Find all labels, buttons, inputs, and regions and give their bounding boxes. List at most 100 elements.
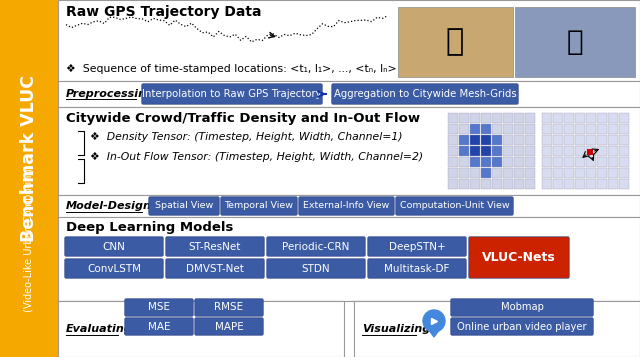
Text: Online urban video player: Online urban video player [457,322,587,332]
FancyBboxPatch shape [586,135,596,145]
FancyBboxPatch shape [470,168,480,178]
FancyBboxPatch shape [448,113,458,123]
FancyBboxPatch shape [525,124,535,134]
FancyBboxPatch shape [619,113,629,123]
FancyBboxPatch shape [492,157,502,167]
FancyBboxPatch shape [459,168,469,178]
Text: CNN: CNN [102,241,125,251]
Text: Spatial View: Spatial View [155,201,213,211]
Text: Temporal View: Temporal View [225,201,294,211]
FancyBboxPatch shape [553,168,563,178]
FancyBboxPatch shape [564,135,574,145]
FancyBboxPatch shape [597,135,607,145]
FancyBboxPatch shape [608,157,618,167]
FancyBboxPatch shape [368,237,466,256]
FancyBboxPatch shape [468,237,569,278]
FancyBboxPatch shape [586,113,596,123]
FancyBboxPatch shape [492,179,502,189]
FancyBboxPatch shape [525,135,535,145]
FancyBboxPatch shape [58,107,640,195]
FancyBboxPatch shape [564,179,574,189]
Text: Visualizing: Visualizing [362,324,430,334]
FancyBboxPatch shape [514,113,524,123]
FancyBboxPatch shape [608,124,618,134]
FancyBboxPatch shape [575,179,585,189]
Text: DMVST-Net: DMVST-Net [186,263,244,273]
Text: Evaluating: Evaluating [66,324,132,334]
FancyBboxPatch shape [65,237,163,256]
FancyBboxPatch shape [448,157,458,167]
Text: Aggregation to Citywide Mesh-Grids: Aggregation to Citywide Mesh-Grids [333,89,516,99]
Text: Multitask-DF: Multitask-DF [384,263,450,273]
FancyBboxPatch shape [451,318,593,335]
FancyBboxPatch shape [459,157,469,167]
FancyBboxPatch shape [619,135,629,145]
FancyBboxPatch shape [525,168,535,178]
FancyBboxPatch shape [166,259,264,278]
FancyBboxPatch shape [525,179,535,189]
FancyBboxPatch shape [492,124,502,134]
Text: Deep Learning Models: Deep Learning Models [66,221,234,234]
FancyBboxPatch shape [553,135,563,145]
Text: 📱: 📱 [566,28,583,56]
FancyBboxPatch shape [503,179,513,189]
FancyBboxPatch shape [267,259,365,278]
FancyBboxPatch shape [459,179,469,189]
Text: Model-Designing: Model-Designing [66,201,172,211]
FancyBboxPatch shape [58,301,640,357]
FancyBboxPatch shape [459,146,469,156]
Text: Computation-Unit View: Computation-Unit View [400,201,509,211]
FancyBboxPatch shape [448,168,458,178]
FancyBboxPatch shape [575,113,585,123]
Text: Interpolation to Raw GPS Trajectory: Interpolation to Raw GPS Trajectory [142,89,322,99]
FancyBboxPatch shape [492,135,502,145]
FancyBboxPatch shape [58,195,640,217]
FancyBboxPatch shape [149,197,219,215]
FancyBboxPatch shape [553,179,563,189]
FancyBboxPatch shape [459,113,469,123]
FancyBboxPatch shape [586,179,596,189]
FancyBboxPatch shape [514,146,524,156]
FancyBboxPatch shape [481,135,491,145]
FancyBboxPatch shape [470,179,480,189]
Text: MAPE: MAPE [214,322,243,332]
FancyBboxPatch shape [514,168,524,178]
Text: MAE: MAE [148,322,170,332]
FancyBboxPatch shape [0,0,58,357]
FancyBboxPatch shape [514,157,524,167]
FancyBboxPatch shape [299,197,394,215]
FancyBboxPatch shape [597,168,607,178]
FancyBboxPatch shape [564,168,574,178]
FancyBboxPatch shape [514,124,524,134]
FancyBboxPatch shape [542,179,552,189]
FancyBboxPatch shape [553,146,563,156]
FancyBboxPatch shape [586,168,596,178]
FancyBboxPatch shape [542,124,552,134]
FancyBboxPatch shape [451,299,593,316]
Text: RMSE: RMSE [214,302,244,312]
Text: STDN: STDN [301,263,330,273]
FancyBboxPatch shape [575,135,585,145]
Text: VLUC-Nets: VLUC-Nets [482,251,556,264]
FancyBboxPatch shape [58,0,640,81]
FancyBboxPatch shape [586,157,596,167]
FancyBboxPatch shape [166,237,264,256]
FancyBboxPatch shape [597,157,607,167]
FancyBboxPatch shape [492,113,502,123]
FancyBboxPatch shape [448,179,458,189]
FancyBboxPatch shape [195,318,263,335]
FancyBboxPatch shape [503,157,513,167]
Polygon shape [426,326,442,337]
FancyBboxPatch shape [65,259,163,278]
FancyBboxPatch shape [448,135,458,145]
FancyBboxPatch shape [515,7,635,77]
FancyBboxPatch shape [564,113,574,123]
FancyBboxPatch shape [553,113,563,123]
FancyBboxPatch shape [267,237,365,256]
FancyBboxPatch shape [597,113,607,123]
FancyBboxPatch shape [608,168,618,178]
FancyBboxPatch shape [514,179,524,189]
FancyBboxPatch shape [481,124,491,134]
FancyBboxPatch shape [503,113,513,123]
FancyBboxPatch shape [221,197,297,215]
